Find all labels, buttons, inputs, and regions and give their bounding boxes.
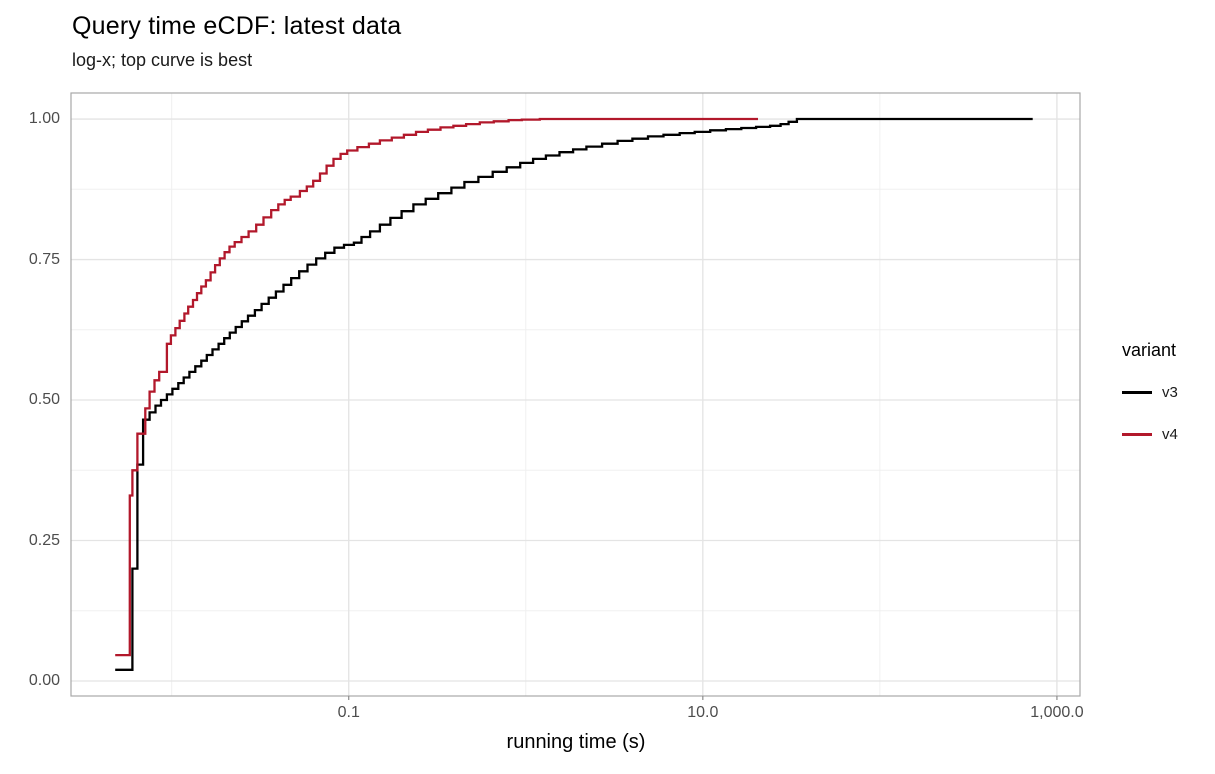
panel-border <box>70 92 1081 697</box>
x-axis-title: running time (s) <box>506 731 646 753</box>
x-tick-label: 1,000.0 <box>1030 704 1084 721</box>
y-tick-label: 1.00 <box>28 110 60 128</box>
legend: variant v3 v4 <box>1122 340 1178 467</box>
y-tick-label: 0.25 <box>28 531 60 549</box>
legend-label-v3: v3 <box>1162 383 1178 401</box>
legend-item-v3: v3 <box>1122 383 1178 401</box>
x-tick-label: 0.1 <box>337 704 360 721</box>
chart-title: Query time eCDF: latest data <box>72 12 402 40</box>
legend-item-v4: v4 <box>1122 425 1178 443</box>
chart-subtitle: log-x; top curve is best <box>72 50 253 70</box>
legend-title: variant <box>1122 340 1177 360</box>
v4-line-swatch <box>1122 432 1152 436</box>
legend-label-v4: v4 <box>1162 425 1178 443</box>
v3-line-swatch <box>1122 390 1152 394</box>
ecdf-curve-v4 <box>115 117 758 657</box>
ecdf-curve-v3 <box>115 117 1033 671</box>
x-tick-label: 10.0 <box>687 704 719 721</box>
y-tick-label: 0.75 <box>28 250 60 268</box>
y-tick-label: 0.50 <box>28 391 60 408</box>
y-tick-label: 0.00 <box>28 671 60 689</box>
